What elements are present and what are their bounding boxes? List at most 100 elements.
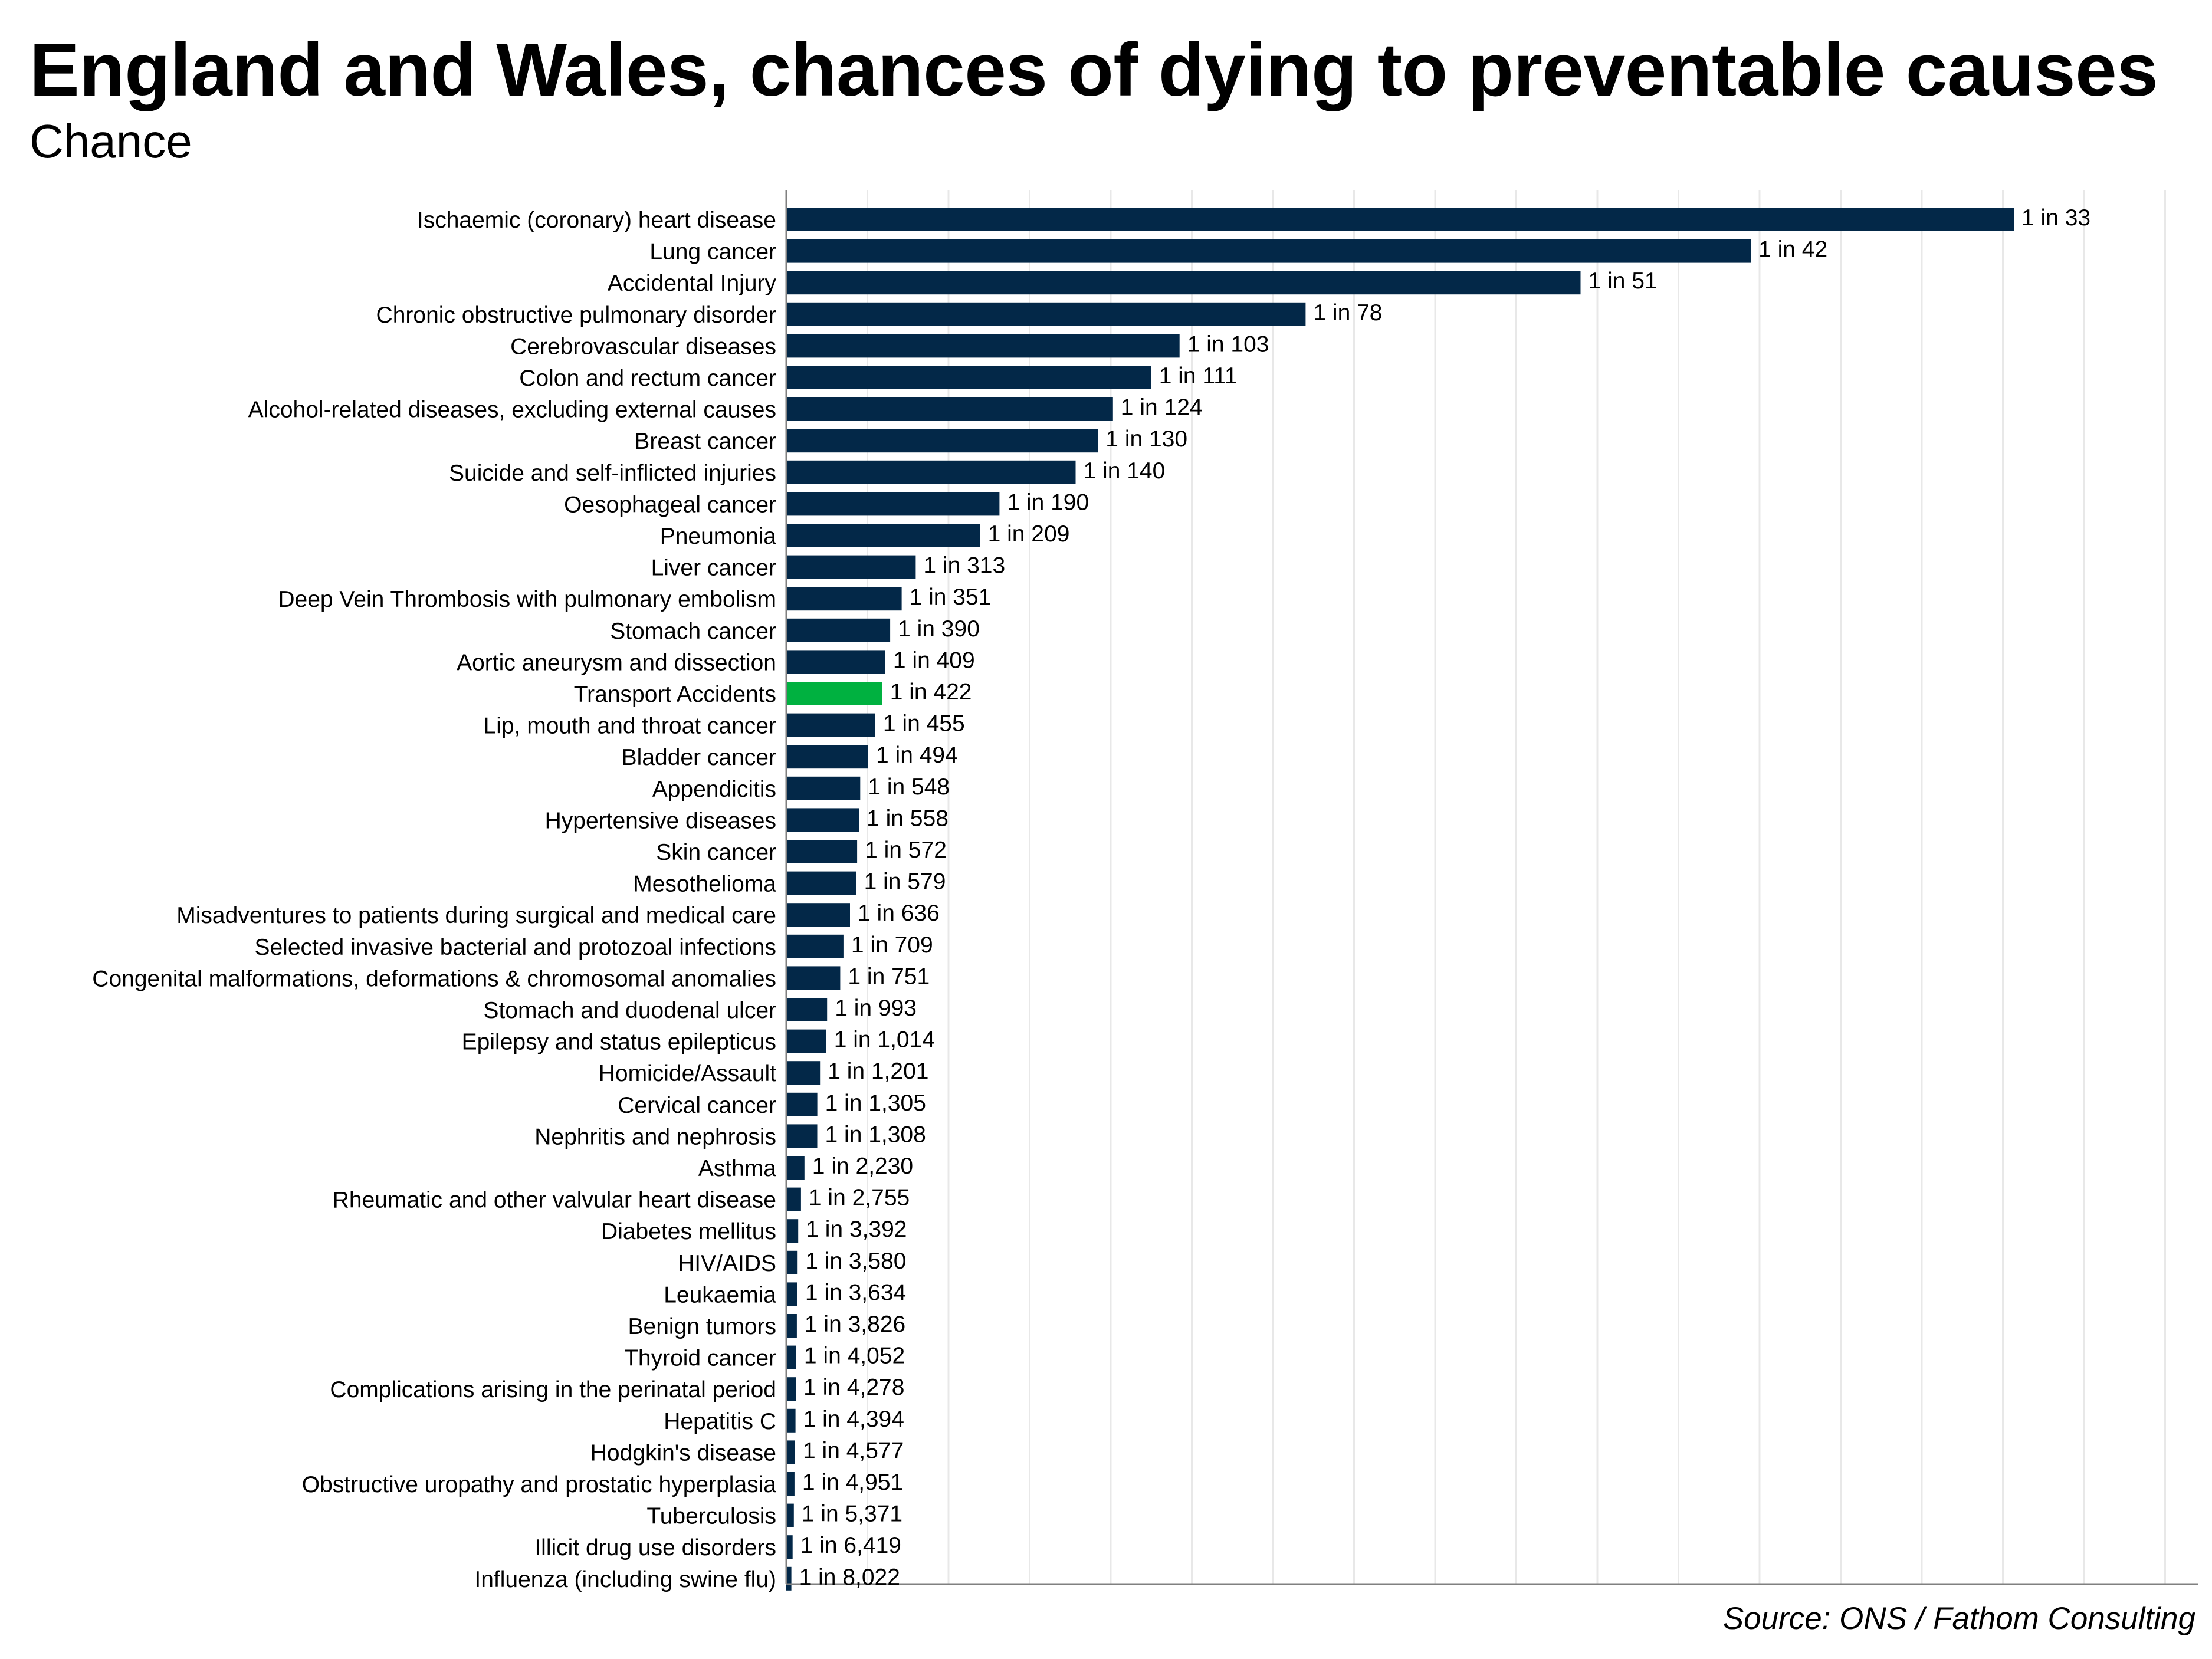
data-label-1: 1 in 42 (1758, 237, 1827, 262)
bar-7 (786, 429, 1098, 453)
data-labels: 1 in 33 1 in 42 1 in 51 1 in 78 1 in 103 1 in… (799, 205, 2091, 1590)
bar-0 (786, 208, 2014, 231)
category-label-20: Skin cancer (656, 840, 776, 865)
bar-34 (786, 1282, 797, 1306)
category-label-25: Stomach and duodenal ulcer (483, 998, 776, 1023)
data-label-29: 1 in 1,308 (825, 1122, 926, 1147)
category-label-10: Pneumonia (660, 524, 777, 549)
data-label-38: 1 in 4,394 (803, 1407, 904, 1432)
data-label-34: 1 in 3,634 (805, 1280, 906, 1305)
category-label-43: Influenza (including swine flu) (474, 1567, 776, 1592)
data-label-18: 1 in 548 (868, 774, 950, 800)
category-label-16: Lip, mouth and throat cancer (484, 714, 776, 739)
category-label-18: Appendicitis (652, 777, 776, 802)
data-label-26: 1 in 1,014 (834, 1027, 935, 1053)
bar-3 (786, 302, 1306, 326)
bar-40 (786, 1472, 795, 1496)
category-label-37: Complications arising in the perinatal p… (330, 1377, 776, 1402)
bar-26 (786, 1029, 826, 1053)
category-label-23: Selected invasive bacterial and protozoa… (254, 935, 776, 960)
category-label-14: Aortic aneurysm and dissection (457, 650, 776, 675)
bar-13 (786, 618, 891, 642)
bar-21 (786, 871, 856, 895)
category-label-19: Hypertensive diseases (545, 808, 776, 833)
bar-36 (786, 1345, 796, 1369)
data-label-33: 1 in 3,580 (805, 1249, 906, 1274)
category-label-24: Congenital malformations, deformations &… (92, 966, 776, 991)
data-label-25: 1 in 993 (835, 996, 917, 1021)
bar-27 (786, 1061, 821, 1085)
bar-2 (786, 271, 1581, 295)
category-label-40: Obstructive uropathy and prostatic hyper… (302, 1472, 777, 1497)
category-label-27: Homicide/Assault (599, 1061, 776, 1086)
category-label-7: Breast cancer (634, 429, 776, 454)
bar-9 (786, 492, 1000, 516)
category-label-36: Thyroid cancer (624, 1346, 776, 1371)
data-label-32: 1 in 3,392 (806, 1217, 907, 1242)
bar-10 (786, 524, 980, 547)
data-label-3: 1 in 78 (1313, 300, 1382, 326)
category-label-2: Accidental Injury (608, 271, 777, 296)
bar-28 (786, 1092, 818, 1116)
category-label-31: Rheumatic and other valvular heart disea… (333, 1188, 776, 1213)
data-label-10: 1 in 209 (988, 521, 1070, 547)
gridlines (867, 190, 2166, 1584)
data-label-19: 1 in 558 (867, 806, 949, 831)
bar-38 (786, 1408, 796, 1433)
category-label-38: Hepatitis C (664, 1409, 776, 1434)
bar-31 (786, 1187, 801, 1211)
data-label-31: 1 in 2,755 (809, 1185, 910, 1211)
bar-32 (786, 1219, 799, 1243)
bar-11 (786, 555, 916, 579)
category-label-32: Diabetes mellitus (601, 1219, 776, 1244)
category-label-35: Benign tumors (628, 1314, 776, 1339)
data-label-8: 1 in 140 (1084, 458, 1166, 484)
data-label-11: 1 in 313 (923, 553, 1005, 579)
category-label-33: HIV/AIDS (678, 1251, 776, 1276)
bar-14 (786, 650, 885, 674)
category-label-1: Lung cancer (649, 239, 776, 265)
data-label-15: 1 in 422 (890, 679, 972, 705)
bar-12 (786, 587, 902, 611)
bar-8 (786, 460, 1076, 484)
category-label-0: Ischaemic (coronary) heart disease (417, 208, 776, 233)
category-label-41: Tuberculosis (646, 1504, 776, 1529)
bar-4 (786, 334, 1180, 358)
bar-33 (786, 1250, 798, 1274)
data-label-9: 1 in 190 (1007, 490, 1089, 515)
category-label-28: Cervical cancer (618, 1093, 776, 1118)
bar-1 (786, 239, 1751, 263)
data-label-30: 1 in 2,230 (812, 1154, 913, 1179)
chart-subtitle: Chance (29, 115, 192, 167)
data-label-28: 1 in 1,305 (825, 1090, 926, 1116)
bar-17 (786, 745, 868, 769)
data-label-43: 1 in 8,022 (799, 1565, 900, 1590)
data-label-21: 1 in 579 (864, 869, 946, 895)
bar-37 (786, 1377, 796, 1401)
bar-41 (786, 1503, 794, 1527)
data-label-36: 1 in 4,052 (804, 1343, 905, 1369)
category-label-17: Bladder cancer (622, 745, 776, 770)
bar-5 (786, 366, 1151, 389)
bar-15 (786, 682, 882, 705)
bar-18 (786, 776, 861, 800)
data-label-13: 1 in 390 (898, 616, 980, 642)
category-label-29: Nephritis and nephrosis (534, 1124, 776, 1149)
data-label-42: 1 in 6,419 (800, 1533, 901, 1558)
bar-35 (786, 1314, 797, 1338)
data-label-22: 1 in 636 (858, 901, 940, 926)
data-label-4: 1 in 103 (1187, 331, 1269, 357)
bar-23 (786, 934, 844, 958)
category-label-4: Cerebrovascular diseases (510, 334, 776, 359)
chart-title: England and Wales, chances of dying to p… (29, 28, 2158, 111)
bar-43 (786, 1566, 792, 1591)
data-label-6: 1 in 124 (1121, 395, 1203, 421)
bar-30 (786, 1156, 805, 1180)
source-note: Source: ONS / Fathom Consulting (1722, 1601, 2195, 1636)
data-label-16: 1 in 455 (883, 711, 965, 737)
category-label-39: Hodgkin's disease (590, 1440, 776, 1466)
category-label-26: Epilepsy and status epilepticus (462, 1030, 776, 1055)
bar-29 (786, 1124, 818, 1148)
category-label-22: Misadventures to patients during surgica… (176, 903, 776, 928)
